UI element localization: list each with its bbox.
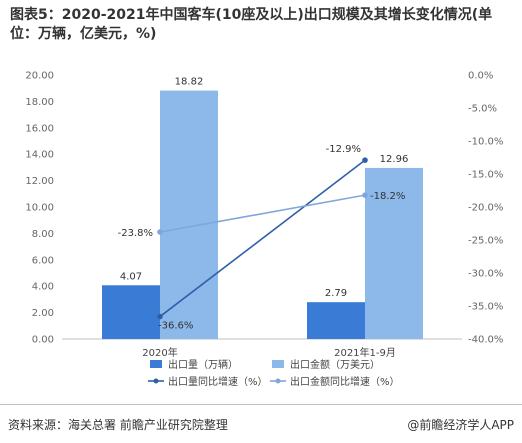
legend-label: 出口金额（万美元） bbox=[290, 358, 380, 371]
right-tick-label: -10.0% bbox=[468, 137, 503, 148]
left-tick-label: 6.00 bbox=[32, 255, 54, 266]
bar bbox=[102, 285, 160, 339]
right-tick-label: -40.0% bbox=[468, 335, 503, 346]
left-tick-label: 20.00 bbox=[25, 71, 54, 82]
line-point bbox=[362, 157, 368, 163]
bar bbox=[365, 167, 423, 339]
line-point bbox=[362, 192, 368, 198]
bar bbox=[307, 302, 365, 339]
legend-label: 出口金额同比增速（%） bbox=[290, 375, 400, 388]
right-tick-label: -35.0% bbox=[468, 302, 503, 313]
left-tick-label: 12.00 bbox=[25, 176, 54, 187]
left-tick-label: 14.00 bbox=[25, 150, 54, 161]
right-tick-label: -5.0% bbox=[468, 104, 497, 115]
left-tick-label: 4.00 bbox=[32, 282, 54, 293]
line-value-label: -12.9% bbox=[326, 144, 361, 155]
bar-value-label: 4.07 bbox=[120, 271, 142, 282]
series-line bbox=[159, 194, 366, 233]
bar bbox=[160, 90, 218, 340]
left-tick-label: 16.00 bbox=[25, 123, 54, 134]
right-tick-label: -25.0% bbox=[468, 236, 503, 247]
bar-value-label: 12.96 bbox=[380, 154, 409, 165]
legend-marker bbox=[153, 378, 159, 384]
left-tick-label: 2.00 bbox=[32, 308, 54, 319]
legend-marker bbox=[275, 378, 281, 384]
brand-text: @前瞻经济学人APP bbox=[407, 418, 514, 432]
legend-swatch bbox=[150, 360, 162, 368]
source-text: 资料来源：海关总署 前瞻产业研究院整理 bbox=[8, 418, 228, 432]
legend-label: 出口量同比增速（%） bbox=[168, 375, 268, 388]
left-tick-label: 8.00 bbox=[32, 229, 54, 240]
series-line bbox=[159, 159, 366, 318]
right-tick-label: -30.0% bbox=[468, 269, 503, 280]
legend-label: 出口量（万辆） bbox=[168, 358, 238, 371]
left-tick-label: 0.00 bbox=[32, 335, 54, 346]
category-label: 2020年 bbox=[142, 346, 177, 359]
bar-value-label: 2.79 bbox=[325, 288, 347, 299]
line-value-label: -23.8% bbox=[118, 228, 153, 239]
line-value-label: -36.6% bbox=[158, 321, 193, 332]
left-tick-label: 10.00 bbox=[25, 203, 54, 214]
category-label: 2021年1-9月 bbox=[334, 346, 396, 359]
legend-swatch bbox=[272, 360, 284, 368]
chart-title: 图表5：2020-2021年中国客车(10座及以上)出口规模及其增长变化情况(单… bbox=[10, 7, 493, 42]
line-point bbox=[157, 229, 163, 235]
right-tick-label: 0.0% bbox=[468, 71, 493, 82]
line-point bbox=[157, 313, 163, 320]
right-tick-label: -15.0% bbox=[468, 170, 503, 181]
right-tick-label: -20.0% bbox=[468, 203, 503, 214]
left-tick-label: 18.00 bbox=[25, 97, 54, 108]
chart-svg: 0.00 2.00 4.00 6.00 8.00 10.00 12.00 14.00 16.00… bbox=[25, 71, 503, 389]
bar-value-label: 18.82 bbox=[175, 77, 204, 88]
source-bar: 资料来源：海关总署 前瞻产业研究院整理 @前瞻经济学人APP bbox=[0, 404, 522, 443]
line-value-label: -18.2% bbox=[370, 191, 405, 202]
